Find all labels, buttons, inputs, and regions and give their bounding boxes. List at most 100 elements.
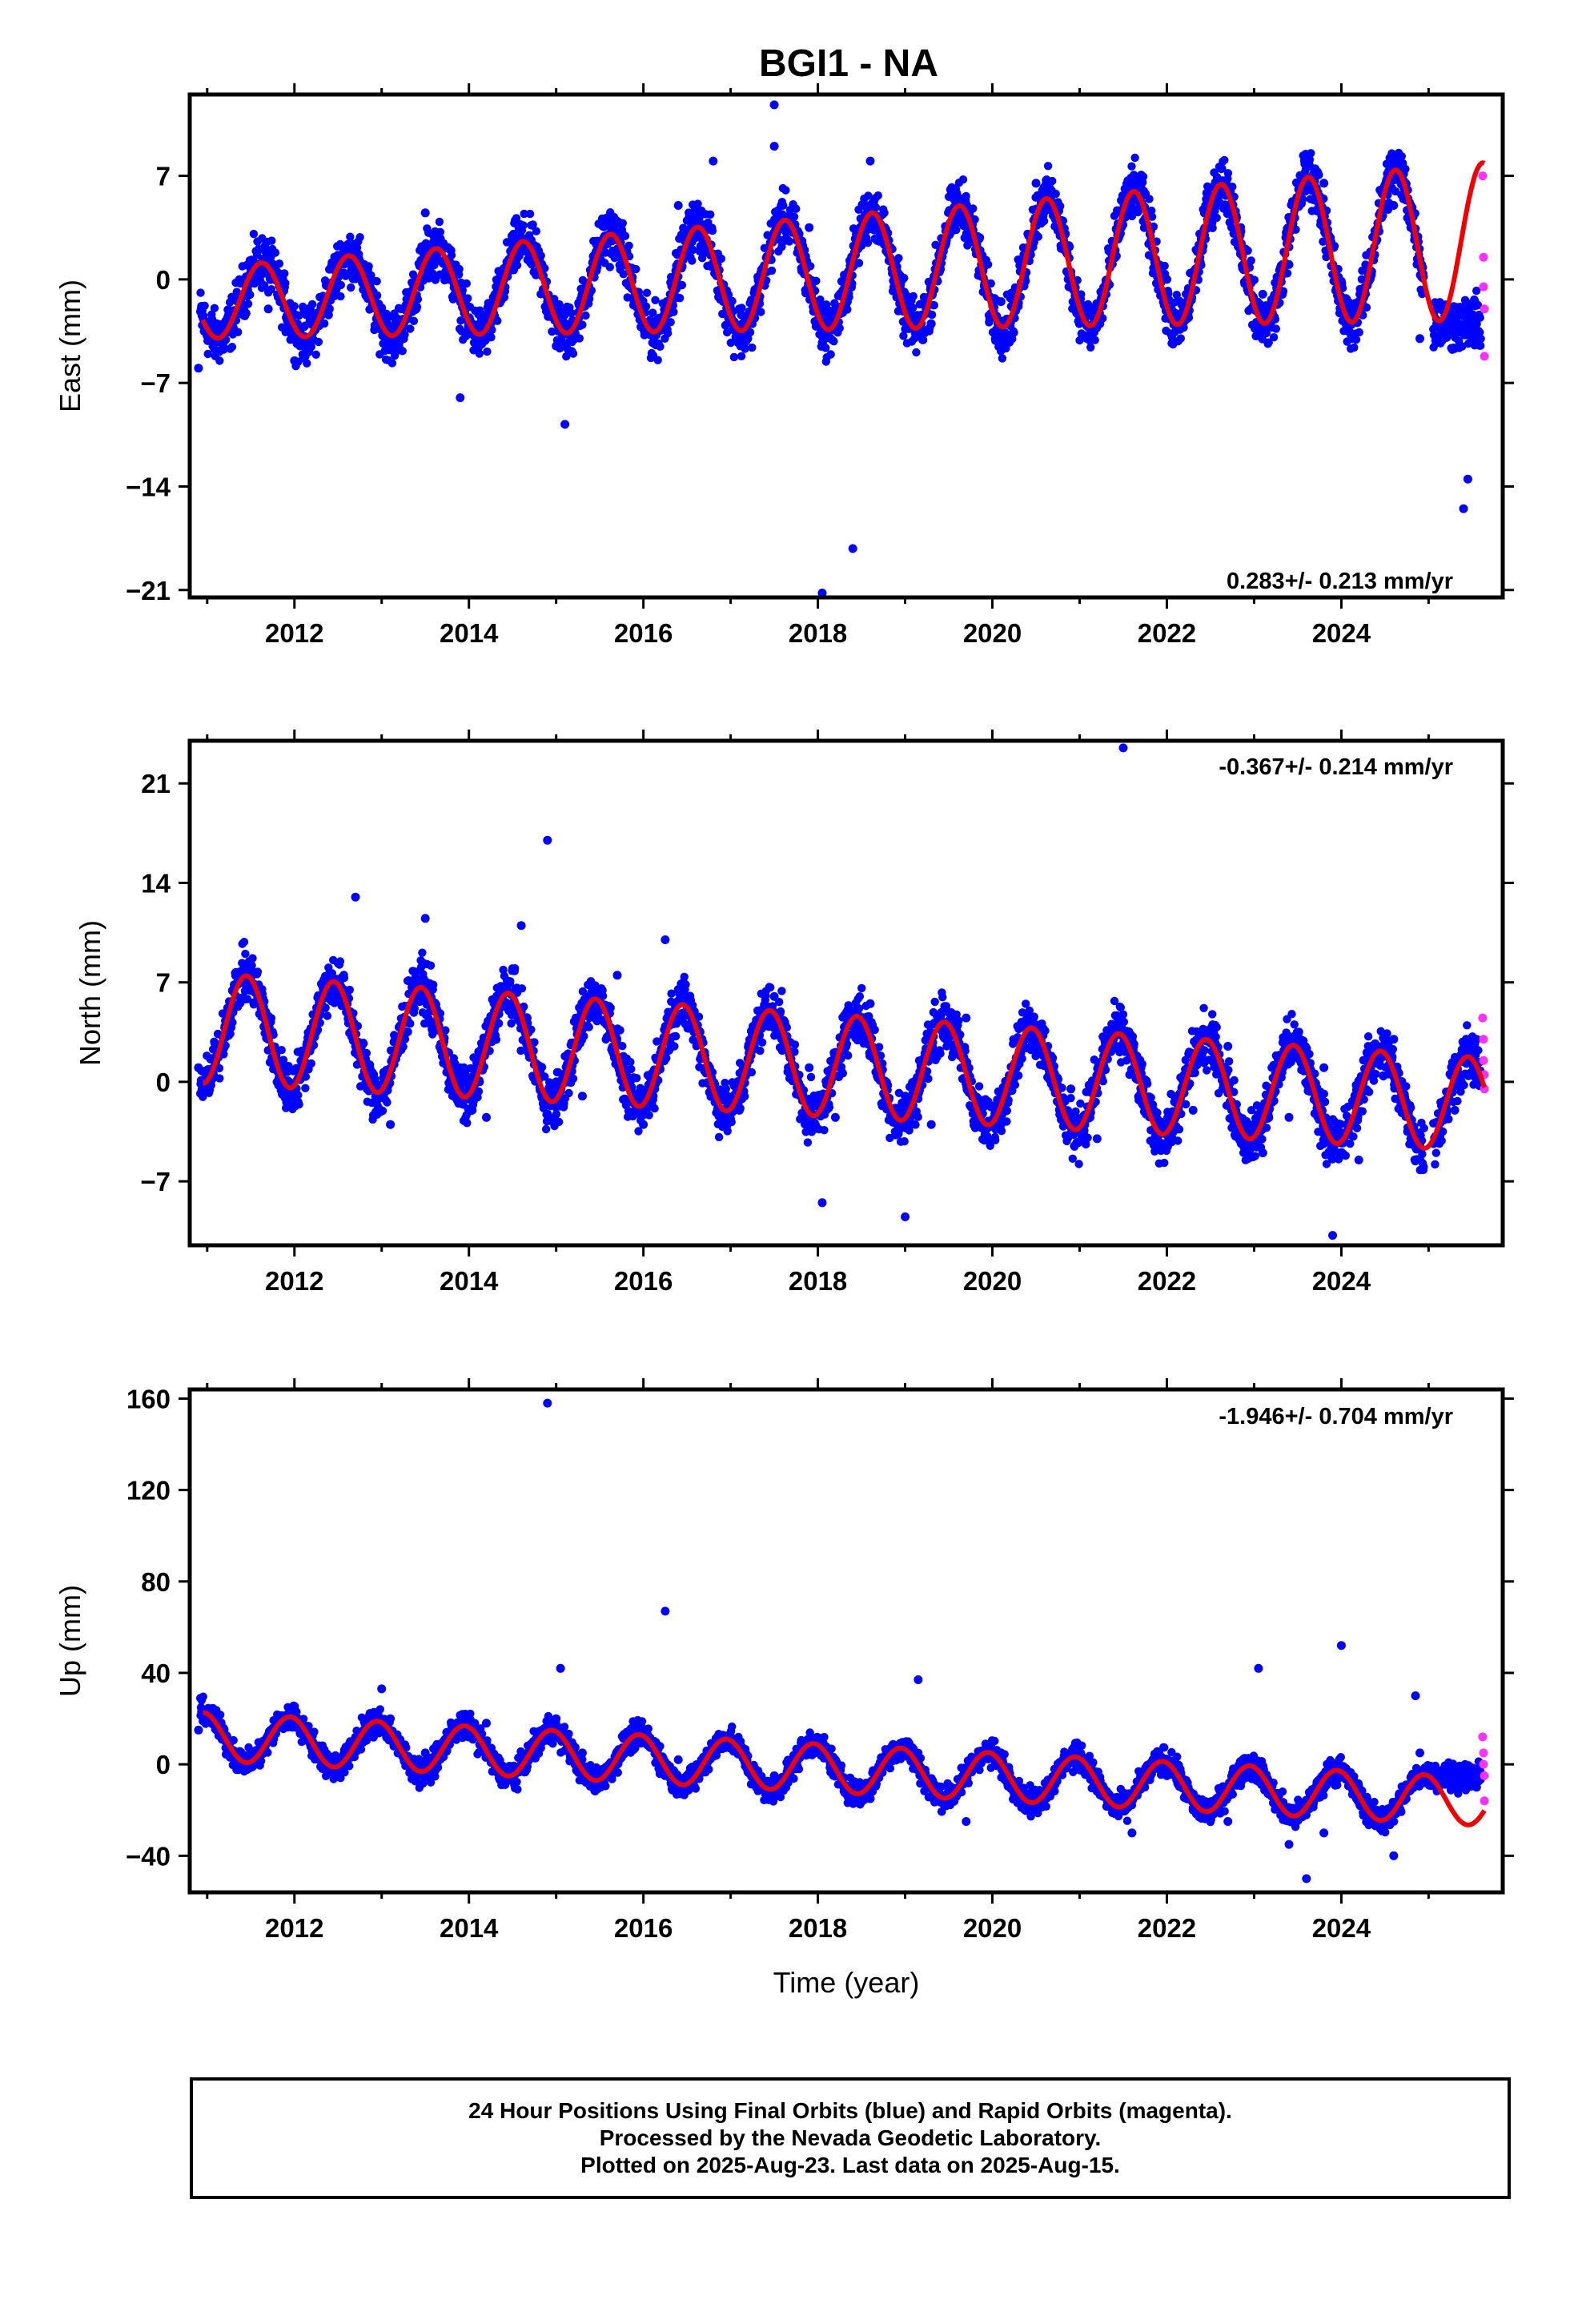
- data-point: [863, 239, 873, 247]
- data-point: [554, 1117, 564, 1127]
- data-point: [1283, 269, 1292, 278]
- data-point: [931, 240, 940, 249]
- data-point: [335, 957, 345, 966]
- data-point: [537, 1063, 547, 1072]
- data-point: [671, 1031, 681, 1041]
- data-point: [854, 259, 864, 267]
- data-point: [606, 1003, 615, 1012]
- data-point: [726, 338, 735, 348]
- data-point: [821, 344, 830, 352]
- final-orbit-point: [194, 364, 203, 373]
- data-point: [355, 233, 364, 242]
- data-point: [267, 285, 276, 294]
- final-orbit-point: [865, 156, 875, 166]
- data-point: [757, 308, 765, 316]
- data-point: [669, 308, 678, 316]
- data-point: [969, 204, 978, 213]
- data-point: [653, 356, 662, 364]
- data-point: [1179, 323, 1188, 332]
- data-point: [900, 274, 909, 283]
- data-point: [1086, 343, 1095, 352]
- data-point: [745, 328, 755, 337]
- data-point: [242, 309, 251, 318]
- data-point: [463, 1119, 472, 1128]
- data-point: [555, 300, 564, 309]
- data-point: [1127, 162, 1136, 171]
- data-point: [580, 1031, 588, 1041]
- final-orbit-point: [1031, 179, 1041, 188]
- data-point: [568, 1074, 578, 1084]
- data-point: [632, 264, 640, 274]
- data-point: [777, 243, 786, 251]
- data-point: [998, 354, 1007, 363]
- data-point: [550, 295, 559, 304]
- data-point: [500, 293, 509, 302]
- data-point: [1305, 155, 1315, 164]
- x-tick-label: 2012: [265, 618, 323, 648]
- data-point: [693, 199, 702, 208]
- data-point: [281, 279, 290, 287]
- data-point: [314, 337, 323, 347]
- data-point: [843, 305, 852, 314]
- data-point: [1043, 162, 1053, 171]
- data-point: [1250, 275, 1259, 284]
- data-point: [779, 201, 788, 210]
- data-point: [1130, 153, 1139, 163]
- data-point: [616, 1026, 624, 1035]
- data-point: [404, 1027, 412, 1036]
- data-point: [1218, 164, 1227, 173]
- data-point: [227, 343, 237, 352]
- data-point: [1039, 216, 1049, 226]
- data-point: [708, 226, 717, 235]
- data-point: [362, 1048, 371, 1058]
- data-point: [623, 293, 632, 302]
- data-point: [880, 208, 889, 217]
- data-point: [1147, 206, 1156, 215]
- data-point: [232, 287, 241, 296]
- data-point: [307, 300, 317, 309]
- data-point: [918, 336, 928, 344]
- y-tick-label: 7: [156, 162, 171, 191]
- final-orbit-point: [263, 304, 273, 314]
- data-point: [511, 964, 520, 973]
- data-point: [435, 217, 444, 227]
- data-point: [575, 334, 584, 343]
- data-point: [962, 191, 970, 201]
- data-point: [372, 277, 381, 286]
- y-tick-label: −14: [126, 472, 171, 501]
- data-point: [1034, 232, 1043, 241]
- data-point: [210, 304, 219, 312]
- data-point: [1138, 172, 1148, 181]
- data-point: [377, 304, 387, 312]
- final-orbit-point: [1319, 179, 1329, 188]
- data-point: [1330, 242, 1339, 251]
- data-point: [1355, 328, 1363, 337]
- data-point: [303, 359, 311, 368]
- data-point: [1322, 252, 1331, 262]
- data-point: [958, 175, 968, 184]
- data-point: [680, 972, 689, 982]
- data-point: [899, 332, 908, 340]
- outlier-point: [769, 100, 779, 110]
- final-orbit-point: [324, 304, 334, 314]
- data-point: [1299, 195, 1307, 204]
- data-point: [676, 294, 685, 303]
- data-point: [249, 229, 259, 239]
- data-point: [816, 296, 825, 304]
- data-point: [805, 262, 815, 271]
- data-point: [1264, 338, 1273, 347]
- data-point: [1212, 213, 1221, 223]
- data-point: [694, 1012, 704, 1021]
- data-point: [642, 288, 652, 297]
- data-point: [1397, 152, 1407, 161]
- data-point: [311, 350, 320, 359]
- data-point: [412, 303, 422, 312]
- data-point: [520, 209, 528, 219]
- outlier-point: [848, 544, 857, 553]
- data-point: [644, 1111, 653, 1120]
- data-point: [952, 225, 961, 235]
- data-point: [307, 342, 315, 352]
- data-point: [406, 1019, 415, 1028]
- data-point: [1176, 334, 1186, 343]
- data-point: [845, 292, 853, 302]
